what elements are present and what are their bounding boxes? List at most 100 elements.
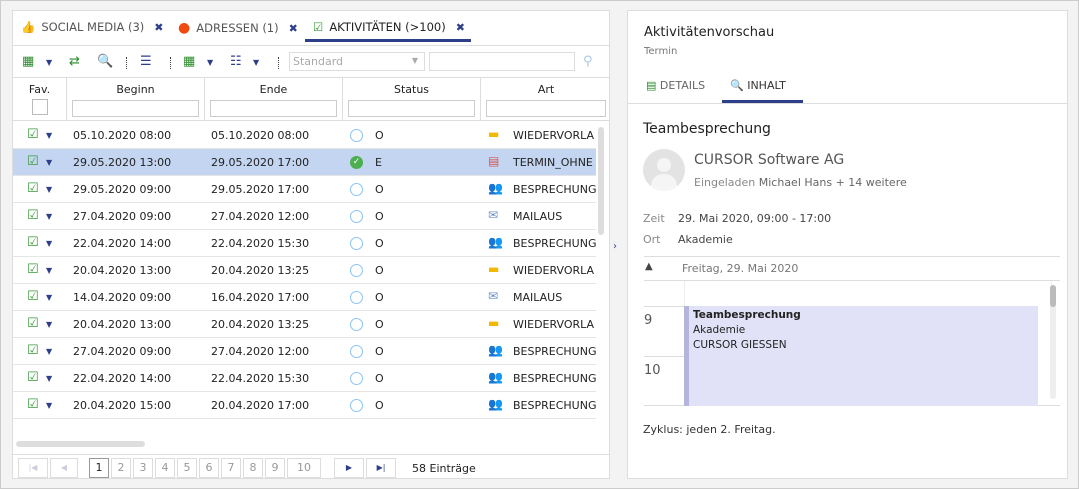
clipboard-check-icon[interactable]: ☑	[27, 181, 39, 196]
chevron-down-icon[interactable]: ▼	[46, 58, 53, 67]
prev-page-button[interactable]: ◀	[50, 458, 78, 478]
collapse-toggle-icon[interactable]: ›	[613, 241, 617, 252]
close-icon[interactable]: ✖	[455, 20, 465, 34]
chevron-down-icon[interactable]: ▼	[46, 347, 53, 356]
chevron-down-icon[interactable]: ▼	[253, 58, 260, 67]
preview-search-icon[interactable]: 🔍	[97, 54, 114, 69]
status-cell: O	[375, 210, 384, 223]
status-open-icon	[350, 291, 363, 304]
calendar-day: Freitag, 29. Mai 2020	[682, 262, 799, 275]
page-button[interactable]: 7	[221, 458, 241, 478]
beginn-cell: 20.04.2020 13:00	[73, 264, 172, 277]
calendar-icon: ▤	[488, 154, 500, 168]
invited-label: Eingeladen	[694, 176, 756, 189]
tab-details[interactable]: ▤ DETAILS	[646, 79, 705, 92]
tab-aktivitaeten[interactable]: ☑ AKTIVITÄTEN (>100) ✖	[305, 20, 471, 42]
table-row[interactable]: ☑ ▼ 27.04.2020 09:00 27.04.2020 12:00 O …	[13, 338, 596, 365]
people-icon: 👥	[488, 343, 503, 357]
clipboard-check-icon[interactable]: ☑	[27, 397, 39, 412]
clipboard-check-icon[interactable]: ☑	[27, 262, 39, 277]
chevron-down-icon[interactable]: ▼	[46, 293, 53, 302]
status-cell: O	[375, 291, 384, 304]
transfer-icon[interactable]: ⇄	[69, 54, 80, 69]
chevron-down-icon[interactable]: ▼	[46, 185, 53, 194]
ende-cell: 16.04.2020 17:00	[211, 291, 310, 304]
beginn-filter[interactable]	[72, 100, 199, 117]
chevron-down-icon[interactable]: ▼	[46, 131, 53, 140]
first-page-button[interactable]: |◀	[18, 458, 48, 478]
clipboard-check-icon[interactable]: ☑	[27, 154, 39, 169]
page-button[interactable]: 3	[133, 458, 153, 478]
art-cell: BESPRECHUNG	[513, 183, 596, 196]
art-filter[interactable]	[486, 100, 606, 117]
tab-adressen[interactable]: ● ADRESSEN (1) ✖	[178, 20, 298, 36]
page-button[interactable]: 8	[243, 458, 263, 478]
table-row[interactable]: ☑ ▼ 20.04.2020 13:00 20.04.2020 13:25 O …	[13, 257, 596, 284]
clipboard-check-icon[interactable]: ☑	[27, 208, 39, 223]
column-status[interactable]: Status	[343, 78, 481, 120]
chevron-down-icon[interactable]: ▼	[46, 401, 53, 410]
chevron-down-icon[interactable]: ▼	[46, 212, 53, 221]
vertical-scrollbar[interactable]	[598, 127, 604, 235]
art-cell: TERMIN_OHNE	[513, 156, 593, 169]
chevron-down-icon[interactable]: ▼	[207, 58, 214, 67]
table-row[interactable]: ☑ ▼ 29.05.2020 09:00 29.05.2020 17:00 O …	[13, 176, 596, 203]
page-button[interactable]: 1	[89, 458, 109, 478]
status-cell: O	[375, 129, 384, 142]
tab-social-media[interactable]: 👍 SOCIAL MEDIA (3) ✖	[21, 20, 164, 34]
collapse-up-icon[interactable]: ▲	[645, 261, 653, 272]
close-icon[interactable]: ✖	[154, 20, 164, 34]
add-table-icon[interactable]: ▦	[22, 54, 35, 69]
zeit-label: Zeit	[643, 212, 665, 225]
page-button[interactable]: 6	[199, 458, 219, 478]
group-icon[interactable]: ☷	[230, 54, 242, 69]
clipboard-check-icon[interactable]: ☑	[27, 289, 39, 304]
view-select[interactable]: Standard ▼	[289, 52, 425, 71]
page-button[interactable]: 4	[155, 458, 175, 478]
table-row[interactable]: ☑ ▼ 20.04.2020 13:00 20.04.2020 13:25 O …	[13, 311, 596, 338]
last-page-button[interactable]: ▶|	[366, 458, 396, 478]
close-icon[interactable]: ✖	[288, 21, 298, 35]
table-row[interactable]: ☑ ▼ 22.04.2020 14:00 22.04.2020 15:30 O …	[13, 230, 596, 257]
table-row[interactable]: ☑ ▼ 22.04.2020 14:00 22.04.2020 15:30 O …	[13, 365, 596, 392]
clipboard-check-icon[interactable]: ☑	[27, 127, 39, 142]
column-ende[interactable]: Ende	[205, 78, 343, 120]
calendar-event[interactable]: Teambesprechung Akademie CURSOR GIESSEN	[684, 306, 1038, 406]
clipboard-check-icon[interactable]: ☑	[27, 235, 39, 250]
table-row[interactable]: ☑ ▼ 29.05.2020 13:00 29.05.2020 17:00 ✓ …	[13, 149, 596, 176]
status-open-icon	[350, 399, 363, 412]
calendar-scrollbar[interactable]	[1050, 285, 1056, 399]
table-row[interactable]: ☑ ▼ 05.10.2020 08:00 05.10.2020 08:00 O …	[13, 122, 596, 149]
page-button[interactable]: 9	[265, 458, 285, 478]
horizontal-scrollbar[interactable]	[16, 441, 145, 447]
search-icon[interactable]: ⚲	[583, 54, 593, 69]
fav-filter-checkbox[interactable]	[31, 99, 48, 115]
column-beginn[interactable]: Beginn	[67, 78, 205, 120]
tab-inhalt[interactable]: 🔍 INHALT	[730, 79, 786, 92]
chevron-down-icon[interactable]: ▼	[46, 158, 53, 167]
clipboard-check-icon[interactable]: ☑	[27, 316, 39, 331]
chevron-down-icon[interactable]: ▼	[46, 320, 53, 329]
chevron-down-icon[interactable]: ▼	[46, 374, 53, 383]
page-button[interactable]: 2	[111, 458, 131, 478]
table-row[interactable]: ☑ ▼ 20.04.2020 15:00 20.04.2020 17:00 O …	[13, 392, 596, 419]
column-art[interactable]: Art	[481, 78, 611, 120]
columns-icon[interactable]: ▦	[183, 54, 196, 69]
chevron-down-icon[interactable]: ▼	[46, 239, 53, 248]
invited-list[interactable]: Michael Hans + 14 weitere	[758, 176, 907, 189]
page-button[interactable]: 10	[287, 458, 321, 478]
page-button[interactable]: 5	[177, 458, 197, 478]
clipboard-check-icon[interactable]: ☑	[27, 370, 39, 385]
clipboard-check-icon[interactable]: ☑	[27, 343, 39, 358]
table-row[interactable]: ☑ ▼ 27.04.2020 09:00 27.04.2020 12:00 O …	[13, 203, 596, 230]
table-row[interactable]: ☑ ▼ 14.04.2020 09:00 16.04.2020 17:00 O …	[13, 284, 596, 311]
ende-filter[interactable]	[210, 100, 337, 117]
next-page-button[interactable]: ▶	[334, 458, 364, 478]
ende-cell: 20.04.2020 13:25	[211, 318, 310, 331]
chevron-down-icon[interactable]: ▼	[46, 266, 53, 275]
list-icon[interactable]: ☰	[140, 54, 152, 69]
search-input[interactable]	[429, 52, 575, 71]
status-filter[interactable]	[348, 100, 475, 117]
ende-cell: 29.05.2020 17:00	[211, 156, 310, 169]
tab-label: AKTIVITÄTEN (>100)	[329, 20, 446, 34]
